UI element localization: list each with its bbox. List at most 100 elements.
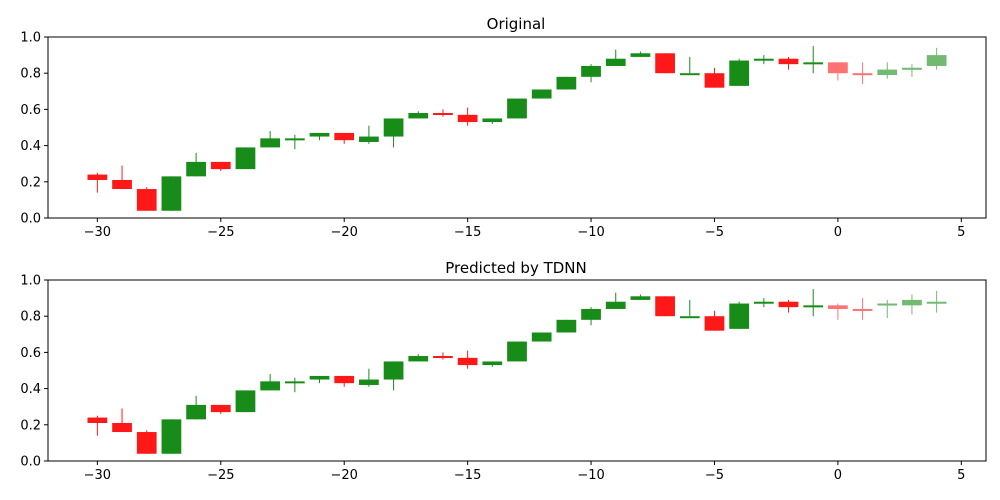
- chart-bottom-candle: [383, 361, 404, 391]
- chart-top-candle: [605, 49, 626, 66]
- chart-bottom-candle: [581, 307, 601, 326]
- candle-body: [902, 299, 922, 306]
- candle-body: [803, 62, 824, 65]
- candle-body: [828, 62, 848, 74]
- candle-body: [704, 316, 725, 331]
- chart-bottom-candle: [87, 415, 108, 436]
- candle-body: [161, 176, 182, 211]
- chart-bottom-xtick-label: 5: [957, 468, 965, 483]
- chart-bottom-candle: [284, 377, 305, 393]
- chart-bottom-candle: [556, 319, 577, 333]
- chart-top-xtick-label: −30: [84, 225, 111, 240]
- chart-top-xtick-label: −5: [705, 225, 724, 240]
- chart-top-candle: [457, 107, 478, 126]
- candle-body: [284, 138, 305, 141]
- candle-body: [408, 113, 429, 119]
- chart-bottom-candle: [828, 303, 848, 320]
- chart-bottom-candle: [359, 368, 379, 387]
- chart-top-candle: [87, 172, 108, 193]
- chart-top-candle: [334, 132, 355, 144]
- chart-top-xtick-label: −10: [577, 225, 604, 240]
- chart-top-frame: [47, 36, 987, 219]
- chart-top-candle: [531, 89, 552, 99]
- candle-body: [235, 147, 256, 170]
- candle-body: [433, 113, 453, 116]
- chart-bottom-plot-body: −30 −25 −20 −15 −10 −5 0 5 0.0 0.2 0.4 0.6 0.8 1.0: [20, 274, 965, 484]
- chart-top-candle: [482, 118, 503, 124]
- chart-top-candle: [556, 76, 577, 90]
- candle-body: [383, 361, 404, 380]
- chart-bottom-xtick-label: −10: [577, 468, 604, 483]
- chart-top-candle: [852, 62, 873, 85]
- candle-body: [630, 53, 651, 57]
- chart-top-candle: [507, 98, 527, 119]
- chart-bottom-candle: [729, 301, 750, 329]
- chart-top-candle: [581, 64, 601, 83]
- candle-body: [309, 375, 330, 380]
- chart-bottom-candle: [507, 341, 527, 362]
- candle-body: [383, 118, 404, 137]
- chart-bottom-candle: [704, 310, 725, 331]
- chart-top-candle: [926, 47, 947, 70]
- candle-body: [655, 53, 675, 74]
- candle-body: [778, 301, 799, 308]
- chart-bottom-candle: [605, 292, 626, 309]
- candle-body: [260, 138, 281, 148]
- chart-bottom-candle: [260, 374, 281, 391]
- chart-bottom-candle: [136, 430, 157, 454]
- chart-bottom-candle: [852, 298, 873, 320]
- chart-bottom-candle: [161, 419, 182, 454]
- chart-bottom-candle: [433, 352, 453, 360]
- candle-body: [87, 174, 108, 180]
- chart-top-candle: [408, 111, 429, 119]
- chart-top-xtick-label: −15: [454, 225, 481, 240]
- chart-bottom-ytick-label: 0.2: [20, 418, 41, 433]
- candle-body: [457, 357, 478, 366]
- chart-top-xtick-label: 5: [957, 225, 965, 240]
- candle-body: [729, 303, 750, 329]
- candle-body: [605, 58, 626, 66]
- chart-top-candle: [210, 161, 231, 171]
- chart-bottom-candle: [186, 395, 206, 420]
- candle-body: [433, 356, 453, 359]
- chart-top-candle: [161, 176, 182, 211]
- candle-body: [482, 361, 503, 366]
- candle-body: [877, 69, 898, 76]
- chart-top-candle: [753, 55, 774, 65]
- chart-bottom-xtick-label: −20: [330, 468, 357, 483]
- candle-body: [926, 301, 947, 304]
- candle-body: [112, 179, 132, 190]
- chart-top-ytick-label: 0.0: [20, 212, 41, 227]
- chart-bottom-candle: [877, 299, 898, 319]
- candle-body: [87, 417, 108, 423]
- chart-bottom-ytick-label: 0.8: [20, 310, 41, 325]
- chart-top-candle: [704, 67, 725, 88]
- candle-body: [186, 161, 206, 177]
- candle-body: [531, 332, 552, 342]
- chart-bottom-candle: [112, 408, 132, 433]
- chart-bottom-candle: [655, 296, 675, 317]
- chart-bottom: Predicted by TDNN −30 −25 −20 −15 −10 −5 0 5 0.0…: [20, 259, 987, 484]
- candle-body: [581, 65, 601, 77]
- chart-top-ytick-label: 0.6: [20, 103, 41, 118]
- chart-bottom-ytick-label: 0.0: [20, 455, 41, 470]
- candle-body: [828, 305, 848, 309]
- candle-body: [334, 132, 355, 141]
- chart-bottom-candle: [778, 299, 799, 313]
- chart-top-candle: [260, 131, 281, 148]
- chart-top-candle: [902, 64, 922, 77]
- chart-bottom-ytick-label: 1.0: [20, 274, 41, 289]
- chart-bottom-candle: [334, 375, 355, 387]
- chart-top-candle: [778, 56, 799, 70]
- candle-body: [753, 58, 774, 61]
- chart-top-candle: [383, 118, 404, 148]
- candle-body: [926, 55, 947, 66]
- candle-body: [556, 76, 577, 90]
- chart-bottom-xtick-label: 0: [834, 468, 842, 483]
- chart-top-candle: [729, 58, 750, 86]
- chart-top-candle: [136, 187, 157, 211]
- candle-body: [457, 114, 478, 123]
- candle-body: [507, 341, 527, 362]
- candle-body: [161, 419, 182, 454]
